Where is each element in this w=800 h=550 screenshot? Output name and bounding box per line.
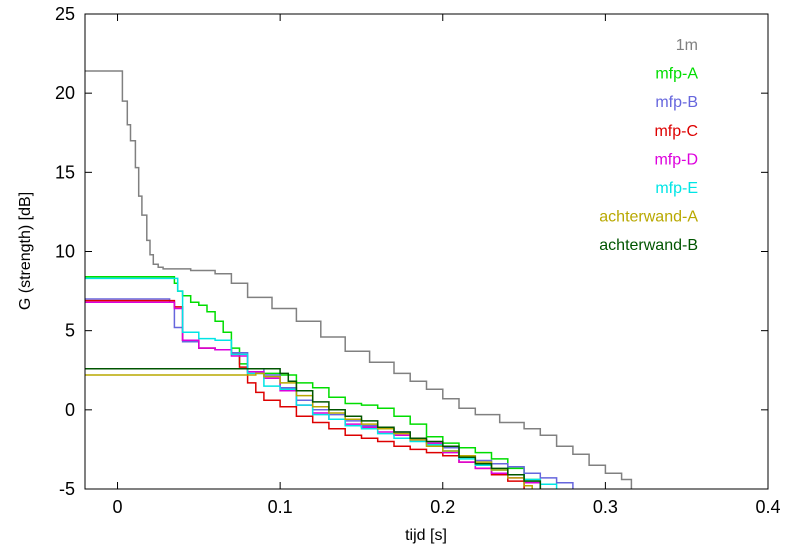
- legend-entry-achterwand-b: achterwand-B: [599, 237, 698, 254]
- legend: 1m mfp-A mfp-B mfp-C mfp-D mfp-E achterwand-A a…: [599, 37, 698, 254]
- x-tick-label: 0.4: [755, 497, 780, 517]
- legend-entry-1m: 1m: [676, 37, 698, 54]
- y-tick-label: 0: [65, 400, 75, 420]
- series-layer: [85, 70, 633, 489]
- y-axis-title: G (strength) [dB]: [17, 192, 34, 310]
- x-tick-label: 0: [113, 497, 123, 517]
- x-tick-label: 0.1: [268, 497, 293, 517]
- x-tick-label: 0.3: [593, 497, 618, 517]
- y-tick-label: 5: [65, 321, 75, 341]
- legend-entry-achterwand-a: achterwand-A: [599, 209, 698, 226]
- legend-entry-mfp-b: mfp-B: [655, 94, 698, 111]
- series-line-1m: [85, 70, 633, 489]
- plot-background: [85, 14, 768, 489]
- y-tick-label: 25: [55, 4, 75, 24]
- legend-entry-mfp-c: mfp-C: [654, 123, 698, 140]
- x-axis-title: tijd [s]: [405, 527, 447, 544]
- y-tick-label: 20: [55, 83, 75, 103]
- tick-layer: 0 0.1 0.2 0.3 0.4 -5 0 5 10 15 20 25: [55, 4, 781, 517]
- x-tick-label: 0.2: [430, 497, 455, 517]
- y-tick-label: -5: [59, 479, 75, 499]
- legend-entry-mfp-d: mfp-D: [654, 151, 698, 168]
- legend-entry-mfp-e: mfp-E: [655, 180, 698, 197]
- legend-entry-mfp-a: mfp-A: [655, 66, 698, 83]
- series-line-achterwand-b: [85, 367, 542, 489]
- y-tick-label: 15: [55, 162, 75, 182]
- y-tick-label: 10: [55, 242, 75, 262]
